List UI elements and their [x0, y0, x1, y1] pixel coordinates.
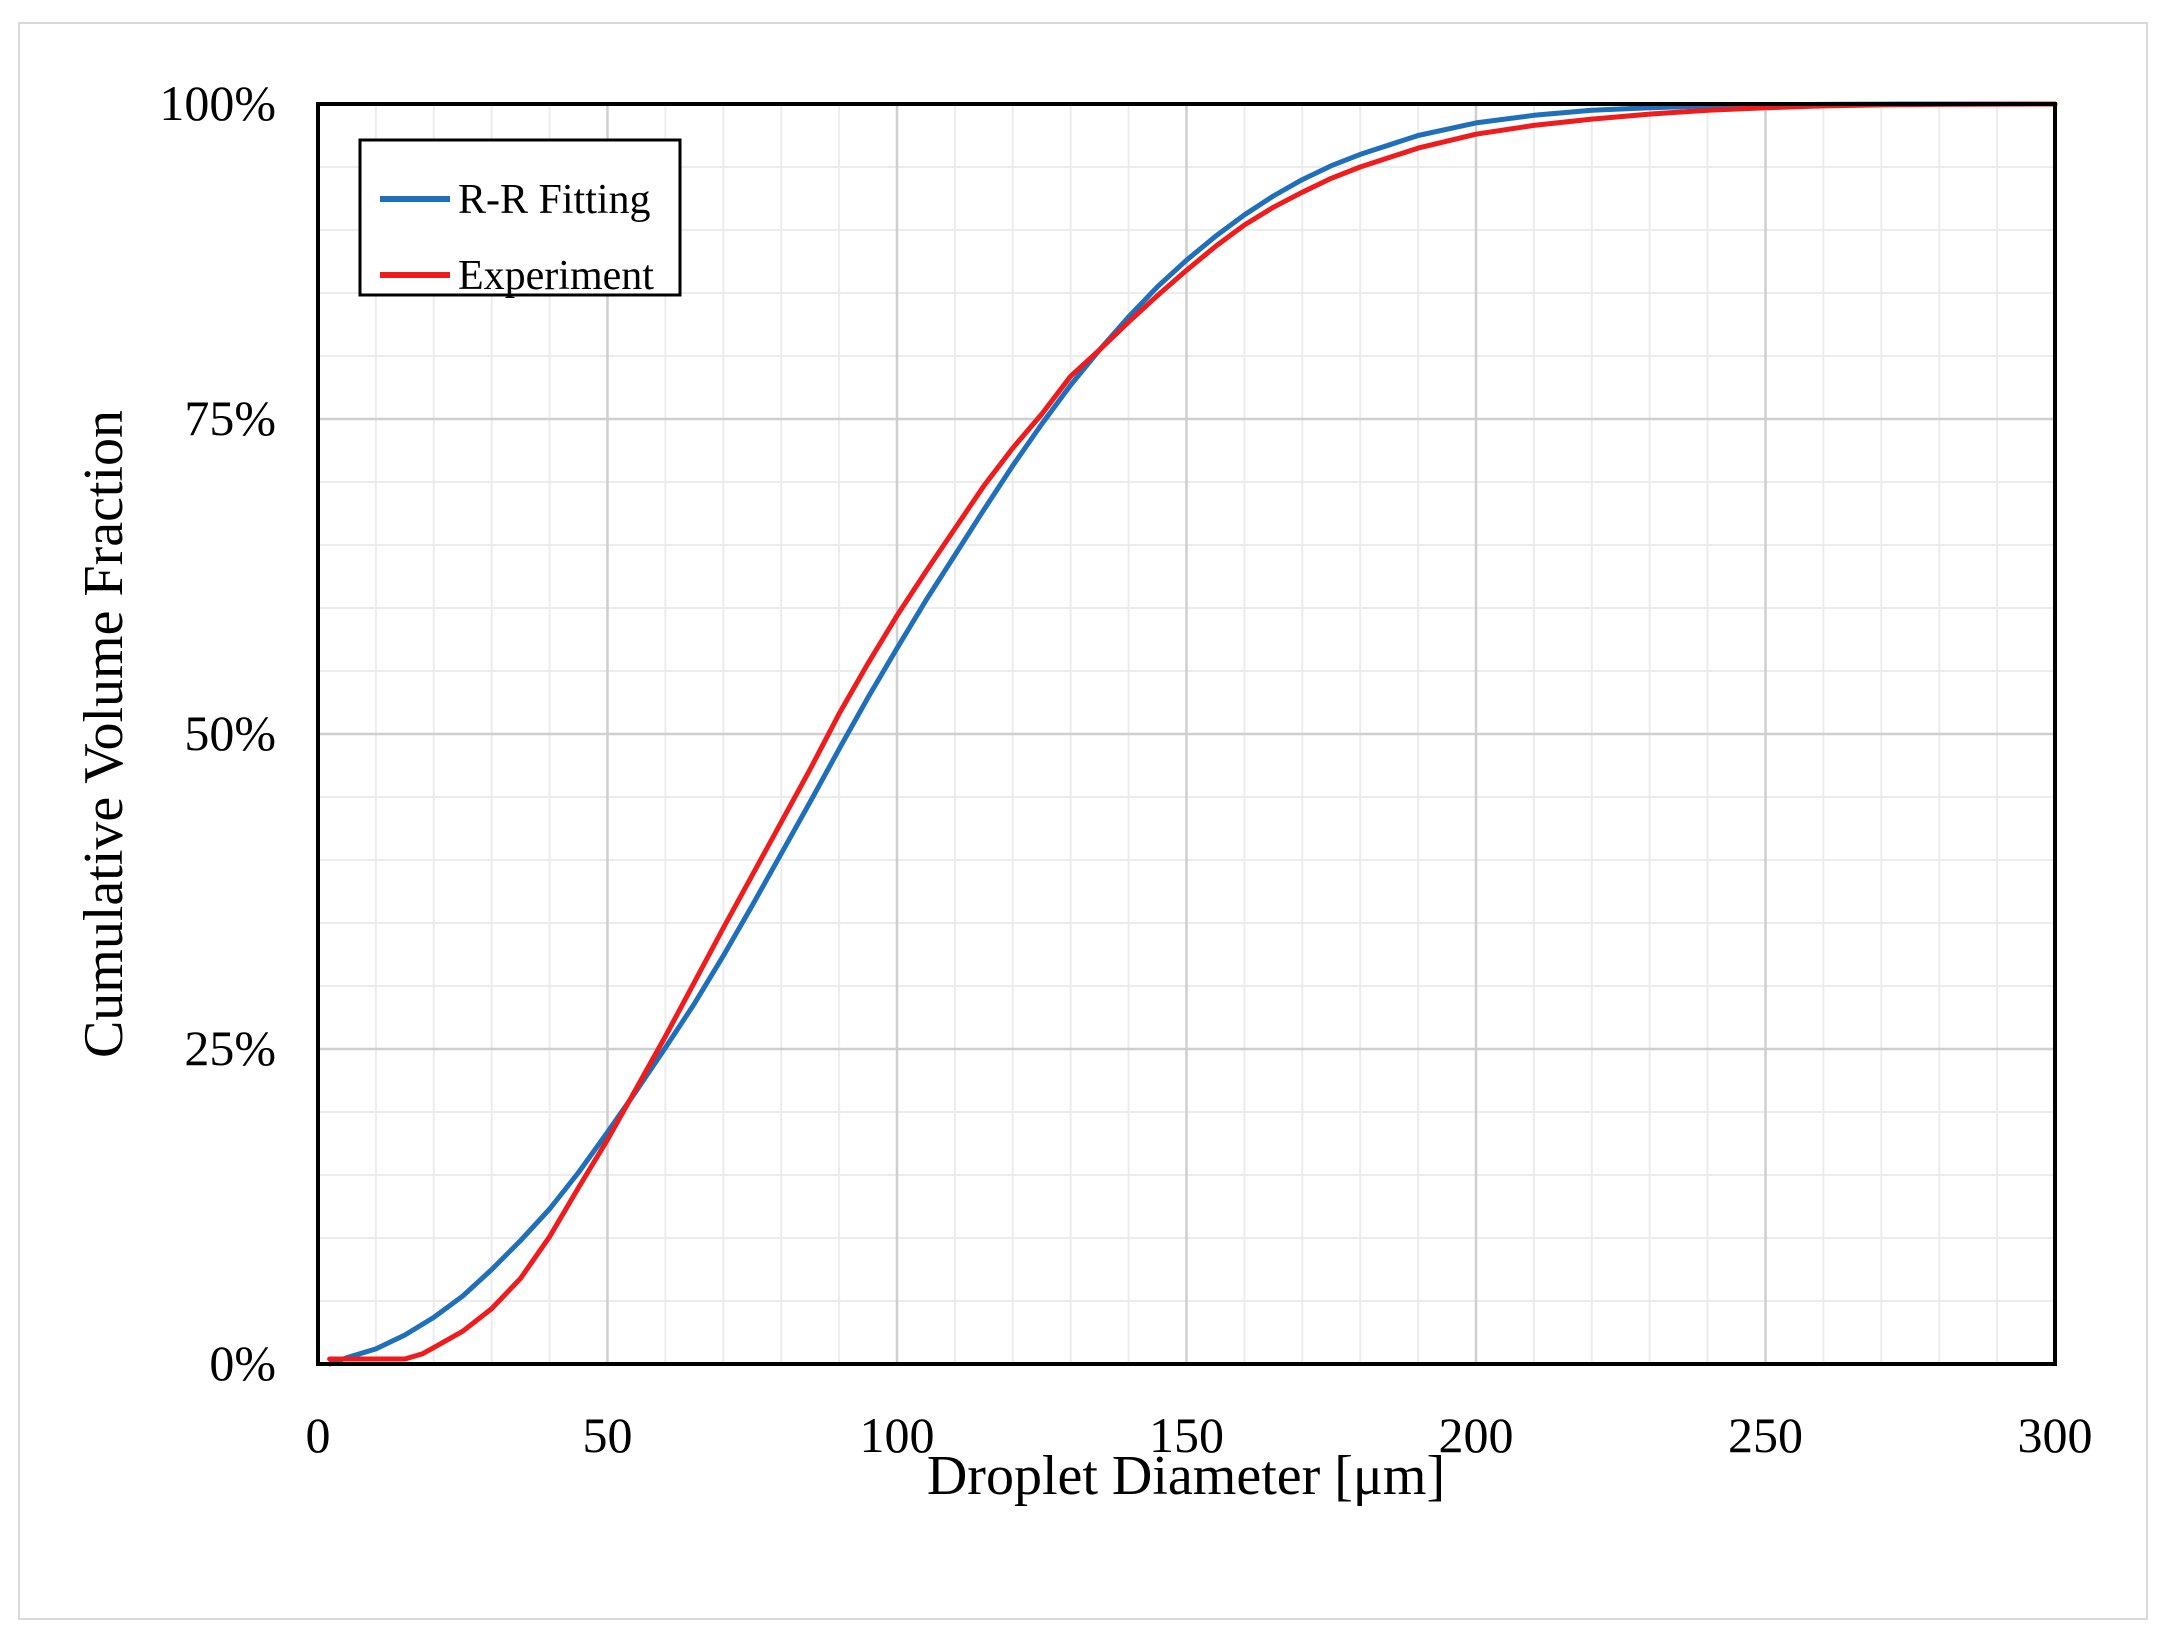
x-tick-label: 100 — [860, 1407, 935, 1463]
tick-labels: 0 50 100 150 200 250 300 0% 25% 50% 75% 100% — [159, 75, 2092, 1463]
y-tick-label: 100% — [159, 75, 276, 131]
x-tick-label: 200 — [1439, 1407, 1514, 1463]
series-line-experiment — [327, 101, 2058, 1362]
legend-box — [358, 138, 682, 297]
x-tick-label: 50 — [583, 1407, 633, 1463]
x-tick-label: 150 — [1149, 1407, 1224, 1463]
plot-area-border — [316, 102, 2057, 1366]
x-tick-label: 300 — [2018, 1407, 2093, 1463]
series-line-r-r-fitting — [327, 101, 2058, 1367]
legend: R-R Fitting Experiment — [358, 138, 682, 299]
y-tick-label: 50% — [184, 705, 276, 761]
legend-label: R-R Fitting — [458, 177, 651, 223]
cumulative-volume-chart: 0 50 100 150 200 250 300 0% 25% 50% 75% 100% Drople… — [73, 75, 2093, 1507]
x-tick-label: 0 — [306, 1407, 331, 1463]
y-tick-label: 75% — [184, 390, 276, 446]
y-tick-label: 25% — [184, 1020, 276, 1076]
series-lines — [327, 101, 2058, 1367]
legend-label: Experiment — [458, 253, 654, 299]
y-axis-title: Cumulative Volume Fraction — [73, 410, 135, 1058]
x-tick-label: 250 — [1728, 1407, 1803, 1463]
x-axis-title: Droplet Diameter [μm] — [927, 1445, 1445, 1507]
figure-frame: 0 50 100 150 200 250 300 0% 25% 50% 75% 100% Drople… — [18, 22, 2148, 1620]
y-tick-label: 0% — [209, 1335, 276, 1391]
